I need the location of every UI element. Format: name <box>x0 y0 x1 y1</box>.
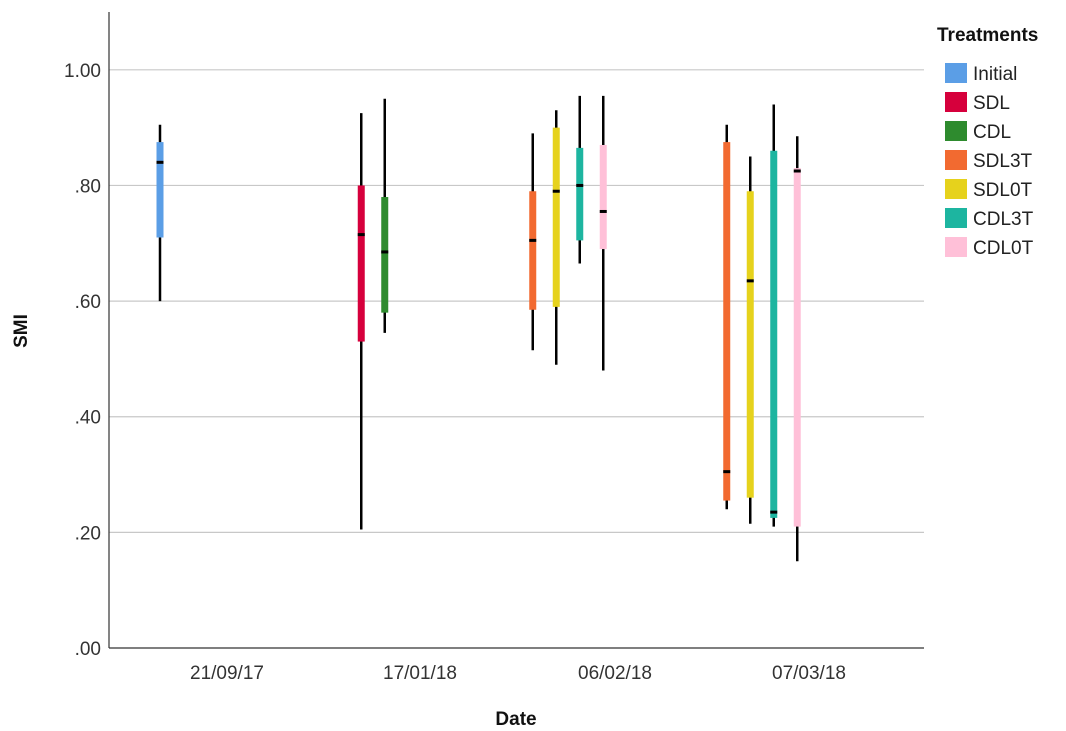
y-tick-label: .60 <box>75 292 101 313</box>
legend-swatch <box>945 121 967 141</box>
legend-label: CDL3T <box>973 209 1034 230</box>
x-axis-title: Date <box>495 709 536 730</box>
legend-item: CDL <box>945 121 1011 143</box>
box-body <box>552 127 560 307</box>
box-CDL-17-01-18 <box>381 98 389 333</box>
boxes <box>156 95 801 562</box>
box-CDL0T-06-02-18 <box>599 95 607 371</box>
legend-item: CDL3T <box>945 208 1034 230</box>
legend-title: Treatments <box>937 25 1038 46</box>
box-body <box>770 150 778 518</box>
legend-swatch <box>945 208 967 228</box>
y-tick-label: .40 <box>75 408 101 429</box>
box-body <box>723 142 731 501</box>
legend-label: SDL <box>973 93 1010 114</box>
legend-item: Initial <box>945 63 1017 85</box>
box-SDL-17-01-18 <box>357 113 365 530</box>
legend-swatch <box>945 92 967 112</box>
legend-label: Initial <box>973 64 1017 85</box>
box-CDL0T-07-03-18 <box>793 136 801 562</box>
box-SDL0T-07-03-18 <box>746 156 754 524</box>
legend-item: SDL <box>945 92 1010 114</box>
x-tick-label: 07/03/18 <box>772 663 846 684</box>
box-body <box>381 197 389 313</box>
box-SDL3T-06-02-18 <box>529 133 537 351</box>
box-SDL0T-06-02-18 <box>552 110 560 365</box>
y-tick-label: .20 <box>75 523 101 544</box>
box-body <box>793 168 801 527</box>
x-tick-label: 17/01/18 <box>383 663 457 684</box>
box-CDL3T-07-03-18 <box>770 104 778 527</box>
legend-swatch <box>945 150 967 170</box>
legend-swatch <box>945 63 967 83</box>
legend-item: SDL0T <box>945 179 1033 201</box>
y-tick-labels: .00 .20 .40 .60 .80 1.00 <box>64 61 101 660</box>
box-body <box>599 144 607 250</box>
legend-item: CDL0T <box>945 237 1034 259</box>
y-tick-label: 1.00 <box>64 61 101 82</box>
legend-label: CDL0T <box>973 238 1034 259</box>
box-body <box>746 191 754 498</box>
gridlines <box>109 69 924 533</box>
y-tick-label: .00 <box>75 639 101 660</box>
box-body <box>156 142 164 238</box>
box-CDL3T-06-02-18 <box>576 95 584 264</box>
legend-swatch <box>945 179 967 199</box>
box-SDL3T-07-03-18 <box>723 124 731 510</box>
box-body <box>529 191 537 310</box>
x-tick-label: 21/09/17 <box>190 663 264 684</box>
y-axis-title: SMI <box>11 314 32 348</box>
x-tick-label: 06/02/18 <box>578 663 652 684</box>
x-tick-labels: 21/09/17 17/01/18 06/02/18 07/03/18 <box>190 663 846 684</box>
legend-label: SDL3T <box>973 151 1033 172</box>
box-body <box>576 147 584 241</box>
box-body <box>357 185 365 342</box>
legend-label: SDL0T <box>973 180 1033 201</box>
box-Initial-21-09-17 <box>156 124 164 302</box>
legend-swatch <box>945 237 967 257</box>
legend: Treatments Initial SDL CDL SDL3T SDL0T CDL3T C… <box>937 25 1038 259</box>
axes <box>108 12 924 649</box>
legend-item: SDL3T <box>945 150 1033 172</box>
legend-label: CDL <box>973 122 1011 143</box>
y-tick-label: .80 <box>75 176 101 197</box>
